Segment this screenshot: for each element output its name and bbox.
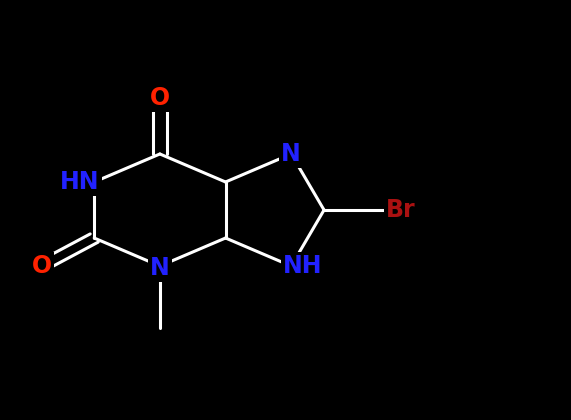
Text: O: O xyxy=(31,254,52,278)
Text: Br: Br xyxy=(387,198,416,222)
Text: N: N xyxy=(150,256,170,280)
Text: NH: NH xyxy=(283,254,323,278)
Text: HN: HN xyxy=(60,170,100,194)
Text: N: N xyxy=(282,142,301,166)
Text: O: O xyxy=(150,86,170,110)
